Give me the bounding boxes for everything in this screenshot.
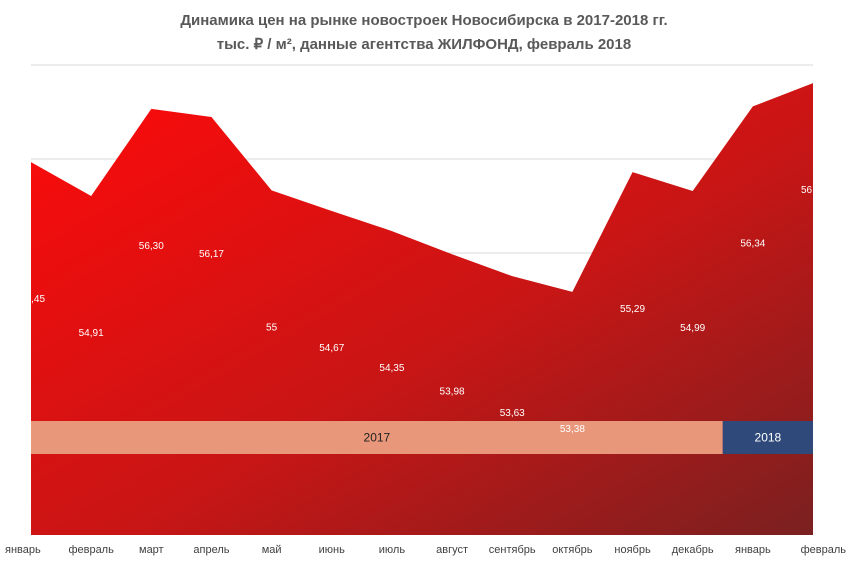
- data-label: 55,45: [20, 294, 45, 305]
- x-tick-label: январь: [5, 544, 41, 556]
- chart-title: Динамика цен на рынке новостроек Новосиб…: [180, 12, 668, 29]
- data-label: 53,98: [440, 386, 465, 397]
- year-band-2017: [31, 421, 723, 454]
- year-band-label: 2017: [364, 431, 391, 445]
- year-band-label: 2018: [755, 431, 782, 445]
- data-label: 54,35: [379, 363, 404, 374]
- year-band-2018: [722, 421, 813, 454]
- data-label: 53,38: [560, 424, 585, 435]
- x-tick-label: май: [262, 544, 282, 556]
- x-tick-label: январь: [735, 544, 771, 556]
- data-labels: 55,45 54,91 56,30 56,17 55 54,67 54,35 53,98 53,…: [20, 185, 826, 435]
- x-tick-label: ноябрь: [614, 544, 651, 556]
- x-tick-label: февраль: [801, 544, 847, 556]
- x-tick-label: март: [139, 544, 164, 556]
- data-label: 56,71: [801, 185, 826, 196]
- x-tick-label: август: [436, 544, 468, 556]
- data-label: 53,63: [500, 408, 525, 419]
- chart-subtitle: тыс. ₽ / м², данные агентства ЖИЛФОНД, ф…: [216, 36, 632, 53]
- data-label: 55: [266, 322, 278, 333]
- x-axis-ticks: январь февраль март апрель май июнь июль август…: [5, 544, 846, 556]
- x-tick-label: апрель: [193, 544, 229, 556]
- area-series: [31, 83, 813, 535]
- data-label: 55,29: [620, 304, 645, 315]
- data-label: 56,34: [740, 238, 765, 249]
- x-tick-label: сентябрь: [489, 544, 536, 556]
- data-label: 54,67: [319, 343, 344, 354]
- x-tick-label: декабрь: [672, 544, 714, 556]
- x-tick-label: февраль: [68, 544, 114, 556]
- data-label: 56,17: [199, 249, 224, 260]
- year-bands: 2017 2018: [31, 421, 813, 454]
- x-tick-label: июль: [379, 544, 406, 556]
- x-tick-label: июнь: [319, 544, 345, 556]
- data-label: 54,99: [680, 323, 705, 334]
- x-tick-label: октябрь: [552, 544, 592, 556]
- data-label: 56,30: [139, 241, 164, 252]
- data-label: 54,91: [79, 328, 104, 339]
